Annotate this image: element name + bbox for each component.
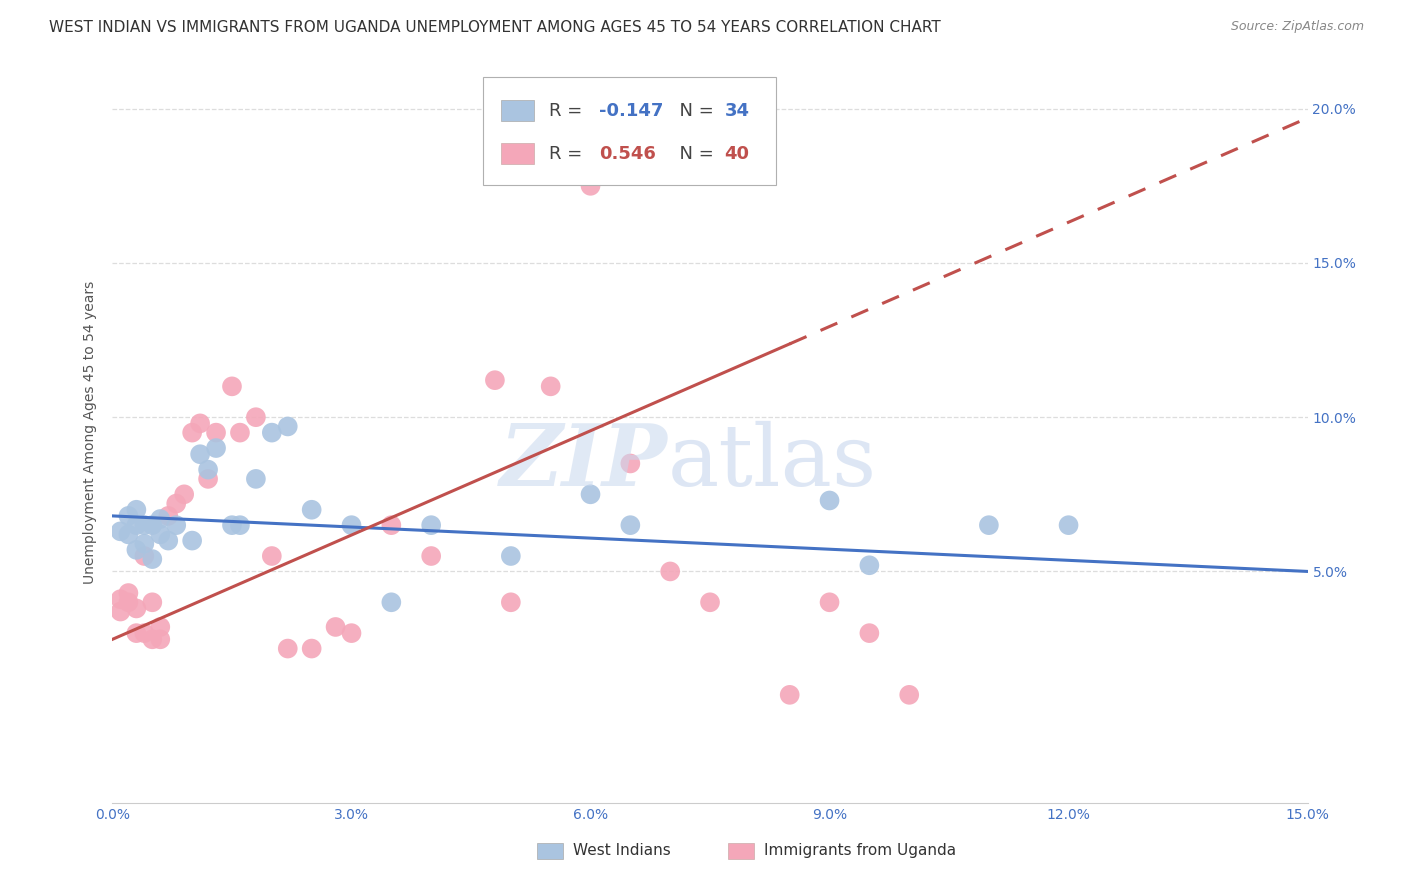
Point (229, 425, 252, 440)
Point (117, 527, 139, 541)
Point (540, 379, 562, 393)
Point (245, 410, 267, 425)
Point (301, 641, 323, 656)
Point (134, 536, 156, 550)
Point (858, 558, 880, 573)
Point (181, 533, 204, 548)
Point (110, 592, 132, 607)
Point (779, 688, 801, 702)
Point (173, 487, 195, 501)
Point (420, 518, 443, 533)
Point (149, 620, 172, 634)
Point (380, 595, 402, 609)
Point (659, 565, 682, 579)
Point (221, 379, 243, 393)
Text: Immigrants from Uganda: Immigrants from Uganda (763, 844, 956, 858)
Point (188, 417, 211, 431)
Point (484, 373, 506, 387)
Point (141, 632, 163, 647)
Text: 0.546: 0.546 (599, 145, 655, 162)
Point (141, 552, 163, 566)
Point (197, 472, 219, 486)
Text: 34: 34 (724, 102, 749, 120)
Text: R =: R = (548, 102, 588, 120)
Point (579, 487, 602, 501)
Point (165, 497, 187, 511)
Point (197, 462, 219, 476)
Point (277, 419, 299, 434)
Text: ZIP: ZIP (501, 420, 668, 504)
Point (149, 632, 172, 647)
Text: N =: N = (668, 145, 720, 162)
Point (149, 527, 172, 541)
Point (117, 595, 139, 609)
Point (619, 457, 641, 471)
Point (818, 595, 841, 609)
Point (499, 595, 522, 609)
Text: Source: ZipAtlas.com: Source: ZipAtlas.com (1230, 20, 1364, 33)
Point (260, 425, 283, 440)
Point (117, 586, 139, 600)
Bar (501, 143, 534, 164)
Point (229, 518, 252, 533)
Point (141, 518, 163, 533)
Point (420, 549, 443, 563)
Point (125, 502, 148, 516)
Point (818, 493, 841, 508)
Point (134, 626, 156, 640)
Point (125, 626, 148, 640)
Text: R =: R = (548, 145, 588, 162)
Point (117, 508, 139, 523)
Text: 40: 40 (724, 145, 749, 162)
Point (977, 518, 1000, 533)
Point (858, 626, 880, 640)
Text: N =: N = (668, 102, 720, 120)
Point (1057, 518, 1080, 533)
Point (141, 595, 163, 609)
Text: atlas: atlas (668, 421, 877, 504)
Point (277, 641, 299, 656)
Point (699, 595, 721, 609)
Point (125, 518, 148, 533)
Point (619, 518, 641, 533)
Point (125, 601, 148, 615)
Point (499, 549, 522, 563)
FancyBboxPatch shape (484, 78, 776, 185)
Text: -0.147: -0.147 (599, 102, 664, 120)
Point (165, 518, 187, 533)
Point (325, 620, 347, 634)
Bar (728, 843, 754, 859)
Point (157, 533, 180, 548)
Text: West Indians: West Indians (572, 844, 671, 858)
Point (205, 425, 228, 440)
Point (157, 508, 180, 523)
Point (110, 605, 132, 619)
Point (260, 549, 283, 563)
Point (301, 502, 323, 516)
Point (188, 447, 211, 461)
Point (134, 549, 156, 563)
Point (181, 425, 204, 440)
Point (149, 512, 172, 526)
Point (380, 518, 402, 533)
Point (134, 518, 156, 533)
Bar (501, 100, 534, 121)
Point (125, 542, 148, 557)
Point (898, 688, 921, 702)
Bar (537, 843, 562, 859)
Point (579, 178, 602, 193)
Point (110, 524, 132, 539)
Y-axis label: Unemployment Among Ages 45 to 54 years: Unemployment Among Ages 45 to 54 years (83, 281, 97, 584)
Point (245, 472, 267, 486)
Point (221, 518, 243, 533)
Point (340, 518, 363, 533)
Text: WEST INDIAN VS IMMIGRANTS FROM UGANDA UNEMPLOYMENT AMONG AGES 45 TO 54 YEARS COR: WEST INDIAN VS IMMIGRANTS FROM UGANDA UN… (49, 20, 941, 35)
Point (340, 626, 363, 640)
Point (205, 441, 228, 455)
